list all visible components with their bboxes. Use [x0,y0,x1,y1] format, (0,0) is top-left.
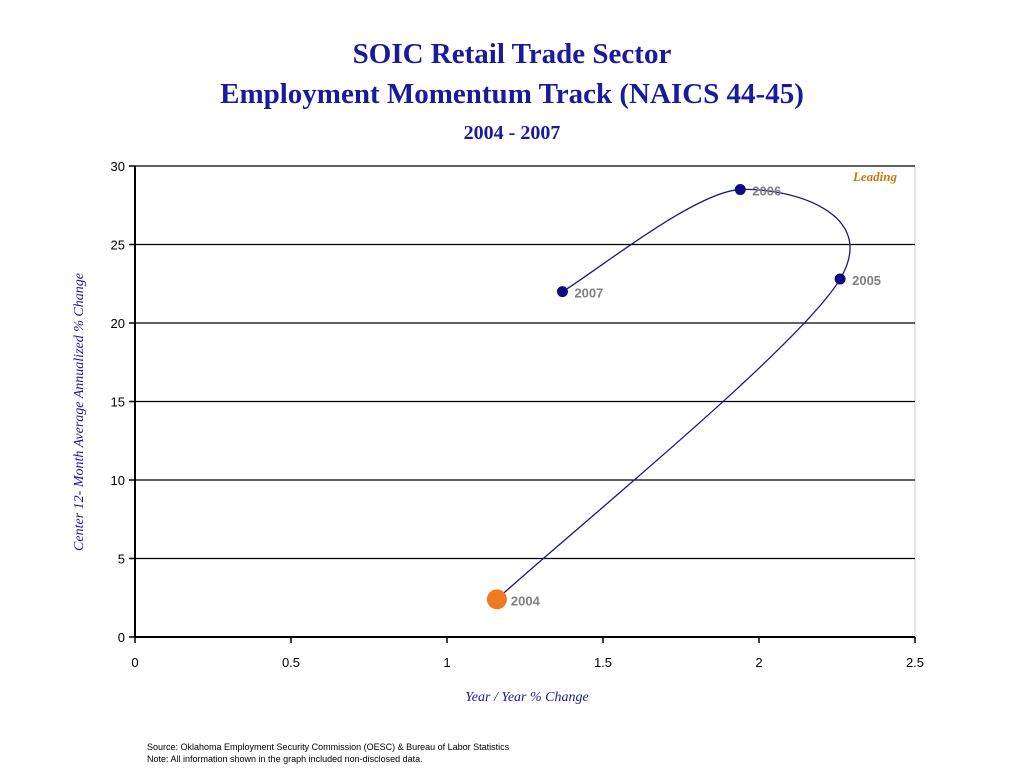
chart-title-line-1: SOIC Retail Trade Sector [352,38,672,70]
chart-subtitle: 2004 - 2007 [463,122,561,144]
data-point-2007 [556,286,568,298]
x-tick-label: 2.5 [906,655,924,670]
y-tick-label: 5 [118,552,125,567]
x-tick-label: 2 [755,655,762,670]
y-tick-label: 25 [111,238,125,253]
data-point-2004 [486,589,507,610]
data-label-2007: 2007 [574,286,603,301]
x-tick-label: 1 [443,655,450,670]
data-point-2006 [734,184,746,196]
momentum-track-line [496,188,851,600]
y-tick-label: 20 [111,316,125,331]
data-label-2005: 2005 [852,273,881,288]
x-tick-label: 0 [131,655,138,670]
data-label-2006: 2006 [752,184,781,199]
y-tick-label: 10 [111,473,125,488]
x-tick-label: 0.5 [282,655,300,670]
data-label-2004: 2004 [511,593,541,608]
y-axis-label: Center 12- Month Average Annualized % Ch… [72,273,87,551]
x-tick-label: 1.5 [594,655,612,670]
chart-title-line-2: Employment Momentum Track (NAICS 44-45) [220,78,804,110]
source-note: Source: Oklahoma Employment Security Com… [147,741,509,765]
y-tick-label: 0 [118,630,125,645]
source-line: Source: Oklahoma Employment Security Com… [147,742,510,752]
y-tick-label: 30 [111,159,125,174]
note-line: Note: All information shown in the graph… [147,754,423,764]
y-tick-label: 15 [111,395,125,410]
x-axis-label: Year / Year % Change [465,690,589,705]
data-point-2005 [834,273,846,285]
quadrant-label: Leading [852,169,898,184]
